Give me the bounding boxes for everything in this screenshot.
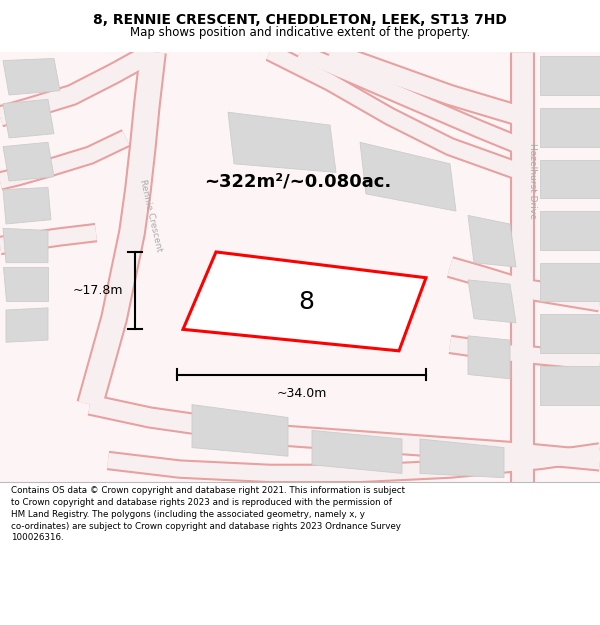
Polygon shape — [468, 280, 516, 323]
Text: ~322m²/~0.080ac.: ~322m²/~0.080ac. — [204, 172, 391, 190]
Polygon shape — [3, 228, 48, 262]
Text: Hazelhurst Drive: Hazelhurst Drive — [529, 143, 538, 219]
Polygon shape — [3, 188, 51, 224]
Polygon shape — [312, 431, 402, 473]
Polygon shape — [183, 252, 426, 351]
Text: Rennie Crescent: Rennie Crescent — [139, 178, 164, 252]
Polygon shape — [540, 314, 600, 353]
Polygon shape — [540, 56, 600, 95]
Polygon shape — [540, 108, 600, 147]
Polygon shape — [6, 308, 48, 342]
Polygon shape — [192, 404, 288, 456]
Polygon shape — [468, 336, 510, 379]
Polygon shape — [0, 52, 600, 482]
Text: 8, RENNIE CRESCENT, CHEDDLETON, LEEK, ST13 7HD: 8, RENNIE CRESCENT, CHEDDLETON, LEEK, ST… — [93, 13, 507, 27]
Polygon shape — [3, 267, 48, 301]
Polygon shape — [540, 262, 600, 301]
Text: ~34.0m: ~34.0m — [277, 388, 326, 401]
Polygon shape — [3, 99, 54, 138]
Text: Map shows position and indicative extent of the property.: Map shows position and indicative extent… — [130, 26, 470, 39]
Text: 8: 8 — [298, 291, 314, 314]
Polygon shape — [360, 142, 456, 211]
Polygon shape — [420, 439, 504, 478]
Text: Contains OS data © Crown copyright and database right 2021. This information is : Contains OS data © Crown copyright and d… — [11, 486, 405, 542]
Text: ~17.8m: ~17.8m — [73, 284, 123, 297]
Polygon shape — [3, 142, 54, 181]
Polygon shape — [228, 112, 336, 173]
Polygon shape — [3, 59, 60, 95]
Polygon shape — [468, 216, 516, 267]
Polygon shape — [540, 211, 600, 250]
Polygon shape — [540, 159, 600, 198]
Polygon shape — [540, 366, 600, 404]
